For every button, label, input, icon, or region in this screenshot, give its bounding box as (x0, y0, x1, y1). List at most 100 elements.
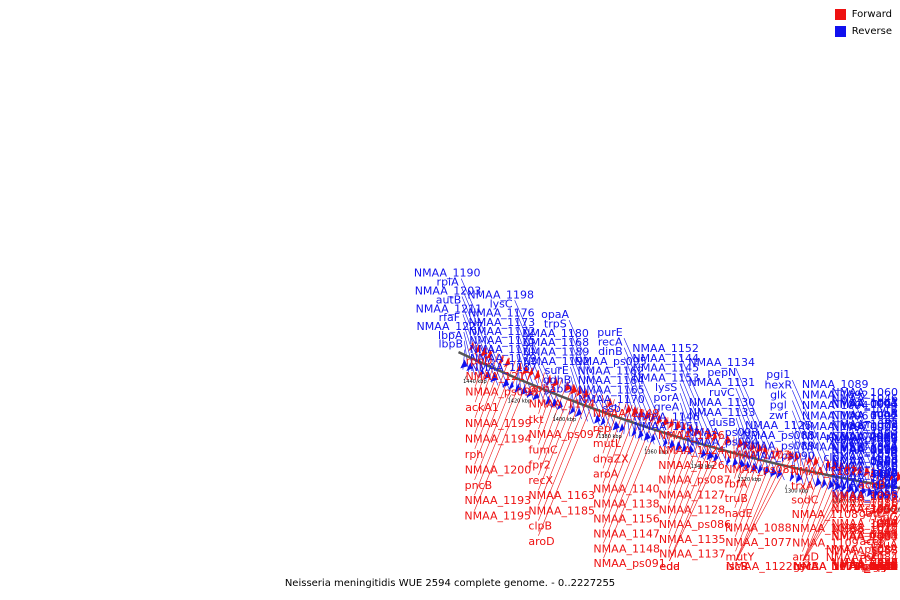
gene-label: NMAA_1089 (802, 378, 869, 391)
forward-feature-arrow (570, 384, 578, 395)
gene-label: fig (884, 474, 898, 487)
scale-tick (691, 460, 694, 465)
gene-label: rpiA (437, 276, 460, 289)
gene-label: NMAA_1200 (465, 463, 532, 476)
reverse-feature-arrow (770, 467, 778, 477)
gene-label: ftsK (876, 485, 898, 498)
reverse-feature-arrow (514, 383, 521, 393)
gene-label: fumC (529, 443, 559, 456)
forward-leader-line (802, 463, 850, 562)
forward-leader-line (602, 399, 615, 439)
forward-feature-arrow (755, 442, 763, 454)
forward-feature-arrow (711, 431, 717, 442)
gene-label: pncB (465, 479, 493, 492)
gene-label: ndk (877, 560, 898, 573)
feature-arrows (460, 341, 900, 503)
gene-label: NMAA_1036 (831, 560, 898, 573)
scale-tick (553, 413, 556, 418)
gene-label: cmk (874, 560, 898, 573)
gene-label: NMAA_1075 (831, 521, 898, 534)
gene-label: NMAA_1172 (469, 325, 536, 338)
gene-label: NMAA_0982 (831, 431, 898, 444)
gene-label: NMAA_ps087 (658, 474, 730, 487)
gene-label: ruvC (709, 386, 735, 399)
gene-label: ispG (874, 511, 898, 524)
forward-feature-arrow (857, 465, 863, 476)
gene-label: NMAA_1180 (522, 327, 589, 340)
gene-label: ihfB (877, 560, 898, 573)
gene-label: aceF (860, 535, 886, 548)
gene-label: NMAA_1079 (794, 560, 861, 573)
gene-label: NMAA_1035 (831, 560, 898, 573)
gene-label: xseA (871, 439, 898, 452)
gene-label: NMAA_0998 (831, 444, 898, 457)
forward-leader-line (538, 388, 586, 506)
forward-feature-arrow (606, 397, 613, 409)
gene-label: NMAA_1113 (802, 441, 869, 454)
forward-leader-line (538, 386, 580, 491)
reverse-leader-line (461, 287, 505, 389)
forward-feature-arrow (889, 470, 895, 482)
gene-label: NMAA_1005 (831, 530, 898, 543)
gene-labels: lbpBlbpANMAA_1227rfaFNMAA_1211autBNMAA_1… (414, 267, 898, 573)
gene-label: NMAA_1162 (578, 364, 645, 377)
reverse-feature-arrow (879, 489, 886, 500)
gene-label: gyrA (793, 560, 819, 573)
gene-label: NMAA_1067 (831, 436, 898, 449)
scale-tick-label: 1340 kbp (691, 464, 715, 470)
gene-label: NMAA_1153 (633, 371, 700, 384)
gene-label: NMAA_1047 (831, 560, 898, 573)
gene-label: NMAA_1078 (831, 493, 898, 506)
gene-label: leuD (873, 560, 898, 573)
forward-feature-arrow (480, 346, 488, 357)
scale-tick-label: 1300 kbp (785, 488, 809, 494)
reverse-feature-arrow (478, 367, 484, 377)
forward-feature-arrow (486, 349, 493, 360)
reverse-leader-line (515, 327, 546, 406)
gene-label: NMAA_1164 (578, 374, 645, 387)
reverse-feature-arrow (847, 483, 854, 494)
gene-label: NMAA_1187 (470, 361, 537, 374)
gene-label: NMAA_1081 (831, 471, 898, 484)
gene-label: recA (598, 336, 623, 349)
gene-label: NMAA_1096 (802, 409, 869, 422)
reverse-feature-arrow (675, 441, 683, 451)
gene-label: NMAA_1084 (831, 531, 898, 544)
forward-leader-line (871, 519, 900, 562)
reverse-feature-arrow (757, 463, 763, 474)
forward-feature-arrow (793, 452, 799, 463)
gene-label: NMAA_1006 (831, 517, 898, 530)
gene-label: NMAA_1022 (831, 477, 898, 490)
forward-leader-line (474, 352, 499, 418)
gene-label: NMAA_1009 (831, 421, 898, 434)
gene-label: autB (436, 293, 462, 306)
reverse-feature-arrow (650, 433, 656, 443)
forward-feature-arrow (582, 388, 589, 400)
forward-leader-line (474, 362, 522, 480)
reverse-leader-line (848, 421, 880, 500)
forward-leader-line (669, 433, 723, 562)
gene-label: porA (653, 391, 679, 404)
gene-label: lysS (655, 381, 677, 394)
gene-label: NMAA_1185 (528, 505, 595, 518)
gene-label: pgl (770, 399, 787, 412)
gene-label: NMAA_1165 (578, 383, 645, 396)
forward-feature-arrow (503, 357, 511, 368)
gene-label: NMAA_1066 (831, 558, 898, 571)
gene-label: aceE (860, 549, 887, 562)
gene-label: NMAA_1148 (593, 542, 660, 555)
genome-backbone-arc (457, 350, 900, 490)
gene-label: clpX (823, 451, 847, 464)
reverse-feature-arrow (854, 484, 859, 495)
forward-feature-arrow (851, 463, 858, 475)
reverse-feature-arrow (551, 398, 559, 408)
gene-label: NMAA_1072 (831, 418, 898, 431)
gene-label: NMAA_ps085 (724, 463, 796, 476)
gene-label: lldA (825, 461, 846, 474)
forward-feature-arrow (576, 386, 582, 397)
gene-label: pepN (707, 366, 736, 379)
forward-leader-line (538, 379, 563, 445)
forward-leader-line (735, 448, 783, 562)
gene-label: nadE (725, 507, 753, 520)
gene-label: recX (528, 474, 553, 487)
